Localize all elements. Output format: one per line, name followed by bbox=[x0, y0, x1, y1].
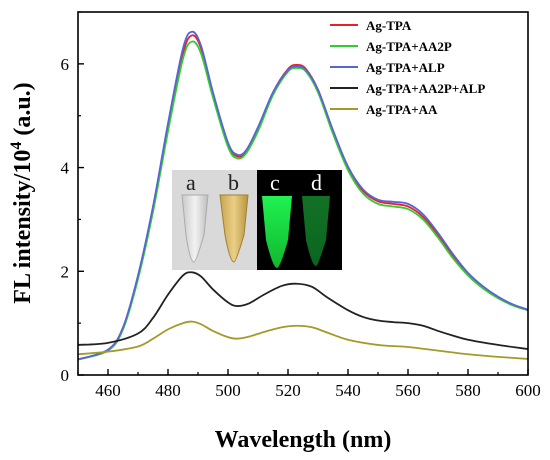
x-tick-label: 600 bbox=[515, 381, 541, 400]
tube-b bbox=[219, 194, 249, 263]
y-tick-label: 4 bbox=[61, 159, 70, 178]
y-tick-label: 0 bbox=[61, 366, 70, 385]
legend-label-3: Ag-TPA+AA2P+ALP bbox=[366, 81, 485, 96]
y-axis-title-unit: (a.u.) bbox=[10, 82, 36, 141]
inset-photo: a b c d bbox=[172, 170, 342, 270]
series-line-2 bbox=[78, 30, 528, 361]
tube-a bbox=[181, 194, 209, 263]
legend-label-1: Ag-TPA+AA2P bbox=[366, 39, 452, 54]
legend-label-2: Ag-TPA+ALP bbox=[366, 60, 445, 75]
x-tick-label: 460 bbox=[95, 381, 121, 400]
legend-label-0: Ag-TPA bbox=[366, 18, 412, 33]
series-layer bbox=[78, 30, 528, 361]
series-line-3 bbox=[78, 271, 528, 350]
inset-label-c: c bbox=[270, 170, 280, 195]
legend-label-4: Ag-TPA+AA bbox=[366, 102, 438, 117]
x-tick-label: 480 bbox=[155, 381, 181, 400]
inset-label-a: a bbox=[186, 170, 196, 195]
legend: Ag-TPA Ag-TPA+AA2P Ag-TPA+ALP Ag-TPA+AA2P+A… bbox=[330, 18, 485, 117]
tube-d-glow bbox=[302, 196, 330, 266]
y-tick-label: 6 bbox=[61, 55, 70, 74]
inset-label-d: d bbox=[311, 170, 322, 195]
x-tick-label: 580 bbox=[455, 381, 481, 400]
y-axis-title-sup: 4 bbox=[8, 142, 25, 150]
series-line-1 bbox=[78, 40, 528, 361]
y-axis-title-main: FL intensity/10 bbox=[10, 150, 36, 304]
plot-frame bbox=[77, 11, 529, 376]
inset-label-b: b bbox=[228, 170, 239, 195]
x-tick-label: 560 bbox=[395, 381, 421, 400]
y-axis: 0 2 4 6 bbox=[61, 11, 84, 385]
y-axis-title: FL intensity/104 (a.u.) bbox=[8, 82, 36, 303]
y-tick-label: 2 bbox=[61, 262, 70, 281]
x-axis-title: Wavelength (nm) bbox=[215, 427, 392, 453]
tube-c-glow bbox=[262, 196, 292, 268]
x-tick-label: 520 bbox=[275, 381, 301, 400]
x-tick-label: 500 bbox=[215, 381, 241, 400]
x-tick-label: 540 bbox=[335, 381, 361, 400]
series-line-4 bbox=[78, 320, 528, 360]
x-axis: 460 480 500 520 540 560 580 600 bbox=[77, 369, 541, 400]
